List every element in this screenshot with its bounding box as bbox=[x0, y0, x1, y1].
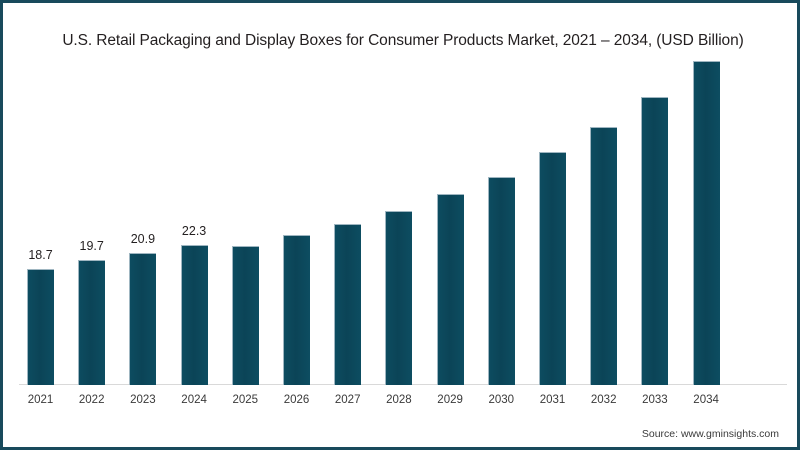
x-axis-tick-label: 2029 bbox=[437, 394, 463, 406]
bar-group[interactable]: 2028 bbox=[385, 3, 413, 447]
bar-value-label: 22.3 bbox=[181, 224, 207, 238]
bar-group[interactable]: 2033 bbox=[641, 3, 669, 447]
bar[interactable] bbox=[231, 246, 259, 385]
bar-value-label: 18.7 bbox=[28, 248, 53, 262]
x-axis-tick-label: 2024 bbox=[181, 394, 207, 406]
bar-group[interactable]: 20.9 2023 bbox=[129, 3, 157, 447]
x-axis-tick-label: 2028 bbox=[386, 394, 412, 406]
x-axis-tick-label: 2023 bbox=[130, 394, 156, 406]
x-axis-tick-label: 2030 bbox=[488, 394, 515, 406]
bar[interactable] bbox=[385, 211, 413, 385]
bar-group[interactable]: 19.7 2022 bbox=[78, 3, 106, 447]
bar-group[interactable]: 2034 bbox=[692, 3, 720, 447]
bar-group[interactable]: 22.3 2024 bbox=[180, 3, 208, 447]
bar[interactable] bbox=[129, 253, 157, 385]
bar[interactable] bbox=[180, 245, 208, 385]
bar[interactable] bbox=[78, 260, 106, 385]
x-axis-tick-label: 2022 bbox=[78, 394, 105, 406]
bar-group[interactable]: 2032 bbox=[590, 3, 618, 447]
x-axis-tick-label: 2025 bbox=[232, 394, 259, 406]
bar-group[interactable]: 2030 bbox=[487, 3, 515, 447]
bar[interactable] bbox=[590, 127, 618, 385]
source-attribution: Source: www.gminsights.com bbox=[641, 428, 779, 440]
bar-group[interactable]: 2031 bbox=[539, 3, 566, 447]
bar[interactable] bbox=[641, 97, 669, 385]
bar-group[interactable]: 2026 bbox=[283, 3, 310, 447]
x-axis-tick-label: 2027 bbox=[334, 394, 361, 406]
bar[interactable] bbox=[539, 152, 566, 385]
bar[interactable] bbox=[436, 194, 464, 385]
bar[interactable] bbox=[487, 177, 515, 385]
x-axis-tick-label: 2034 bbox=[693, 394, 719, 406]
bar-group[interactable]: 2029 bbox=[436, 3, 464, 447]
x-axis-tick-label: 2033 bbox=[642, 394, 668, 406]
bar[interactable] bbox=[283, 235, 310, 385]
x-axis-tick-label: 2031 bbox=[539, 394, 566, 406]
bar-group[interactable]: 18.7 2021 bbox=[27, 3, 54, 447]
bar-group[interactable]: 2025 bbox=[231, 3, 259, 447]
bar[interactable] bbox=[334, 224, 362, 385]
page-title: U.S. Retail Packaging and Display Boxes … bbox=[62, 32, 744, 49]
bar[interactable] bbox=[27, 269, 54, 385]
bar-group[interactable]: 2027 bbox=[334, 3, 362, 447]
x-axis-tick-label: 2032 bbox=[590, 394, 617, 406]
bar-value-label: 19.7 bbox=[79, 239, 104, 253]
x-axis-tick-label: 2021 bbox=[27, 394, 54, 406]
x-axis-tick-label: 2026 bbox=[283, 394, 310, 406]
bar[interactable] bbox=[692, 61, 720, 385]
plot-area: 18.7 2021 19.7 2022 20.9 2023 22.3 2024 2025 2026… bbox=[3, 3, 797, 447]
bar-value-label: 20.9 bbox=[130, 232, 156, 246]
